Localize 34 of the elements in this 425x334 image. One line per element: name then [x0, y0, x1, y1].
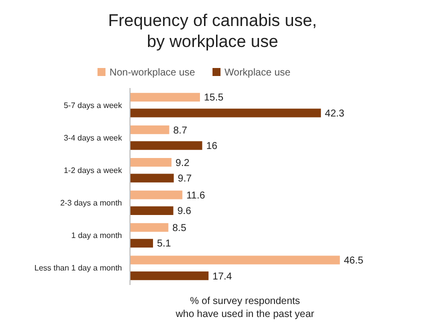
data-label: 46.5 — [344, 256, 364, 267]
data-label: 42.3 — [324, 108, 345, 120]
bar — [130, 174, 174, 182]
data-label: 9.6 — [177, 206, 192, 218]
data-label: 8.7 — [173, 125, 188, 136]
bar — [130, 256, 340, 264]
bar — [130, 206, 174, 215]
bar — [130, 223, 168, 232]
y-tick-label: 1 day a month — [71, 231, 122, 240]
data-label: 5.1 — [157, 238, 172, 250]
x-axis-title: % of survey respondents who have used in the past year — [174, 296, 315, 320]
bar — [130, 125, 170, 134]
data-label: 16 — [206, 141, 218, 152]
y-tick-label: 1-2 days a week — [64, 166, 123, 176]
bar — [130, 141, 202, 150]
y-tick-label: 3-4 days a week — [64, 133, 123, 142]
y-tick-label: Less than 1 day a month — [34, 264, 122, 273]
bar — [130, 108, 321, 118]
y-tick-label: 5-7 days a week — [64, 100, 123, 110]
bar — [130, 190, 182, 200]
bar — [130, 158, 172, 167]
data-label: 17.4 — [212, 271, 232, 282]
legend-label: Non-workplace use — [110, 68, 196, 78]
legend-label: Workplace use — [224, 68, 291, 78]
bar — [130, 238, 154, 248]
bar — [130, 92, 200, 102]
data-label: 15.5 — [204, 92, 224, 104]
bar — [130, 271, 209, 280]
chart-title: Frequency of cannabis use, by workplace use — [108, 11, 317, 51]
data-label: 8.5 — [172, 222, 187, 234]
data-label: 9.2 — [176, 158, 190, 169]
data-label: 11.6 — [186, 190, 206, 202]
data-label: 9.7 — [178, 174, 192, 185]
y-tick-label: 2-3 days a month — [60, 198, 122, 208]
